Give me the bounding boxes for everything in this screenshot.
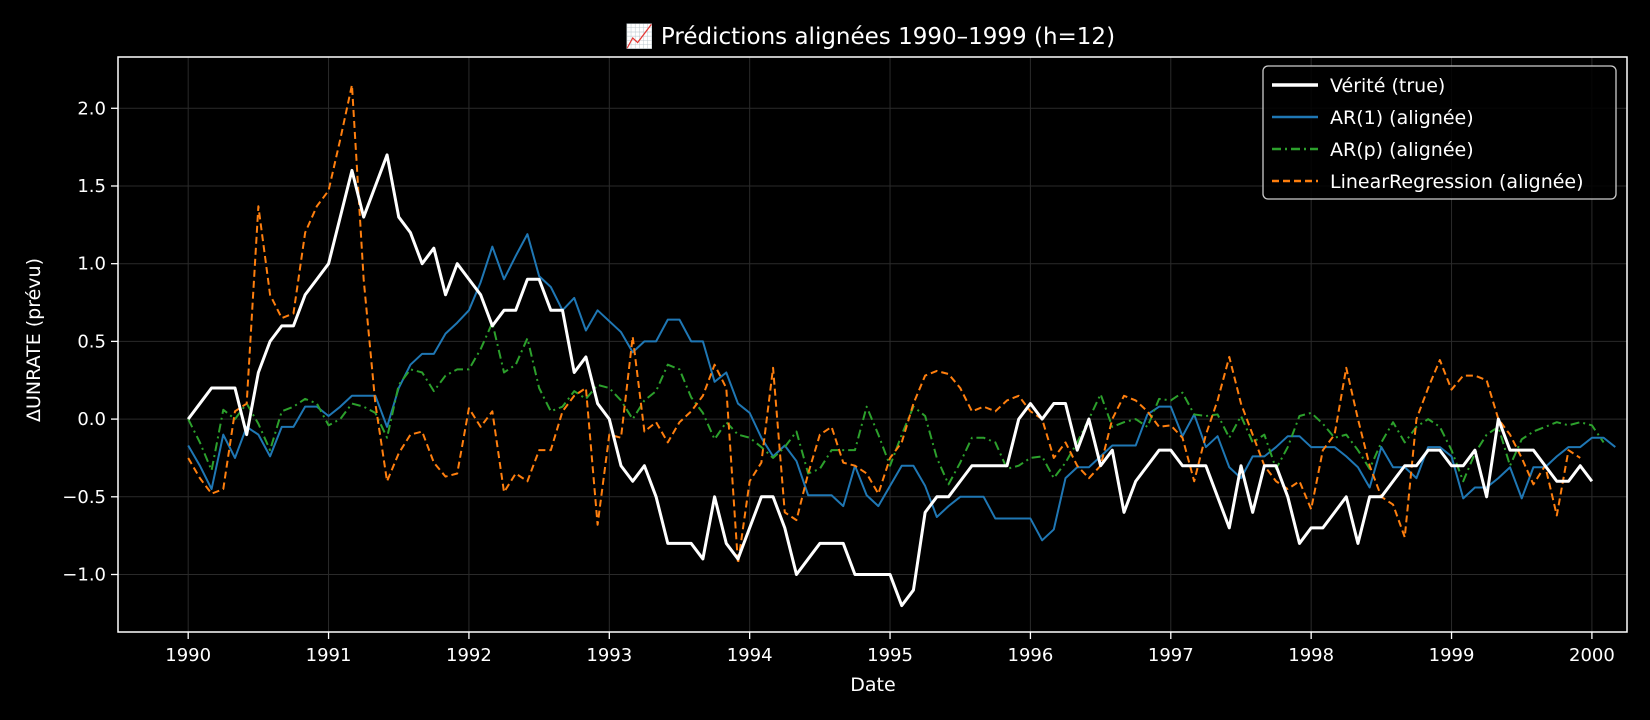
y-tick-label: 0.0: [77, 409, 106, 430]
x-tick-label: 1998: [1288, 645, 1334, 666]
series-line-1: [187, 233, 1616, 542]
x-tick-label: 1991: [306, 645, 352, 666]
legend-label-0: Vérité (true): [1330, 75, 1445, 97]
series-line-3: [187, 83, 1581, 565]
x-tick-label: 1996: [1008, 645, 1054, 666]
axis-ticks: 1990 1991 1992 1993 1994 1995 1996 1997 1998 1999…: [62, 98, 1615, 666]
x-axis-label: Date: [850, 674, 895, 696]
y-axis-label: ΔUNRATE (prévu): [23, 258, 45, 422]
x-tick-label: 1992: [446, 645, 492, 666]
legend: Vérité (true) AR(1) (alignée) AR(p) (align…: [1262, 65, 1617, 200]
x-tick-label: 1994: [727, 645, 773, 666]
y-tick-label: 0.5: [77, 331, 106, 352]
y-tick-label: −1.0: [62, 565, 106, 586]
x-tick-label: 1999: [1429, 645, 1475, 666]
x-tick-label: 1990: [165, 645, 211, 666]
y-tick-label: 2.0: [77, 98, 106, 119]
chart-title: 📈 Prédictions alignées 1990–1999 (h=12): [625, 23, 1115, 50]
plot-frame: [117, 56, 1628, 633]
x-tick-label: 1995: [867, 645, 913, 666]
legend-box: [1262, 65, 1617, 200]
series-line-0: [186, 153, 1594, 608]
series-line-2: [187, 321, 1605, 486]
series-lines: [186, 83, 1616, 608]
x-tick-label: 1997: [1148, 645, 1194, 666]
y-tick-label: −0.5: [62, 487, 106, 508]
legend-label-1: AR(1) (alignée): [1330, 107, 1474, 129]
legend-label-3: LinearRegression (alignée): [1330, 171, 1584, 193]
x-tick-label: 1993: [586, 645, 632, 666]
x-tick-label: 2000: [1569, 645, 1615, 666]
legend-label-2: AR(p) (alignée): [1330, 139, 1474, 161]
y-tick-label: 1.5: [77, 176, 106, 197]
y-tick-label: 1.0: [77, 254, 106, 275]
